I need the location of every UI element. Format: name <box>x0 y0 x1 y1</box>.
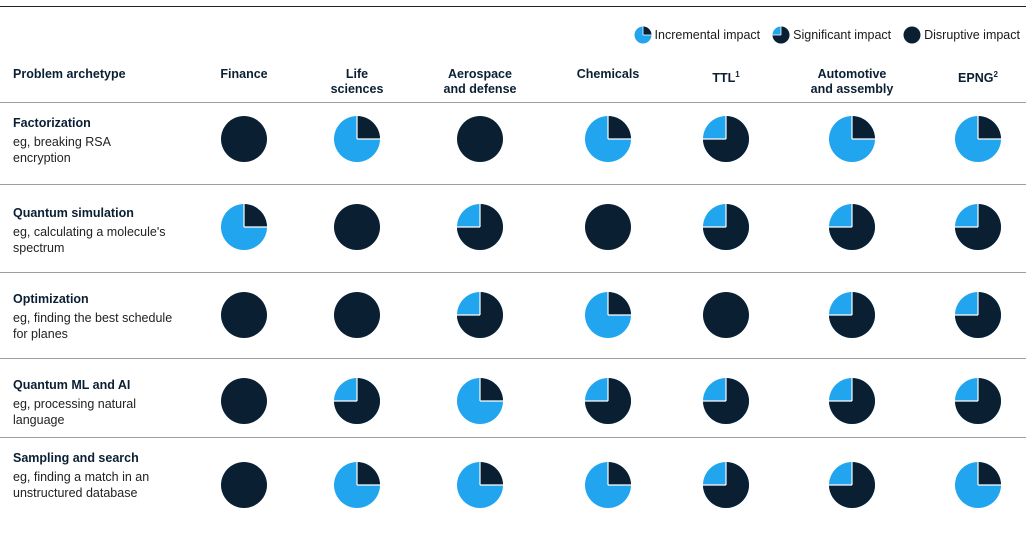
impact-pie <box>334 378 380 424</box>
legend-label-incremental: Incremental impact <box>654 28 761 42</box>
impact-pie <box>334 204 380 250</box>
impact-pie <box>703 204 749 250</box>
legend-label-significant: Significant impact <box>793 28 892 42</box>
row-divider <box>0 102 1026 103</box>
impact-pie <box>703 292 749 338</box>
legend-item-significant: Significant impact <box>772 26 891 44</box>
incremental-impact-icon <box>634 26 652 44</box>
impact-pie <box>829 462 875 508</box>
impact-pie <box>955 378 1001 424</box>
impact-pie <box>457 462 503 508</box>
row-divider <box>0 184 1026 185</box>
row-header: Problem archetype <box>13 67 126 81</box>
impact-pie <box>457 204 503 250</box>
column-header: Life sciences <box>330 67 384 96</box>
legend-label-disruptive: Disruptive impact <box>924 28 1020 42</box>
impact-pie <box>457 292 503 338</box>
column-header: Aerospace and defense <box>443 67 517 96</box>
column-header: EPNG2 <box>958 70 998 86</box>
impact-pie <box>221 378 267 424</box>
impact-pie <box>585 378 631 424</box>
impact-pie <box>334 116 380 162</box>
impact-pie <box>703 378 749 424</box>
impact-pie <box>585 204 631 250</box>
impact-pie <box>585 116 631 162</box>
legend-item-disruptive: Disruptive impact <box>903 26 1020 44</box>
row-divider <box>0 272 1026 273</box>
column-header: Finance <box>220 67 268 81</box>
row-divider <box>0 358 1026 359</box>
impact-pie <box>955 462 1001 508</box>
impact-pie <box>703 462 749 508</box>
impact-pie <box>829 204 875 250</box>
column-header: Chemicals <box>576 67 640 81</box>
legend-pie-2 <box>903 26 921 44</box>
impact-pie <box>457 116 503 162</box>
impact-pie <box>955 116 1001 162</box>
impact-pie <box>955 292 1001 338</box>
impact-pie <box>334 292 380 338</box>
row-description: eg, calculating a molecule's spectrum <box>13 225 166 255</box>
impact-pie <box>585 292 631 338</box>
impact-pie <box>221 204 267 250</box>
impact-pie <box>955 204 1001 250</box>
top-rule <box>0 6 1026 7</box>
row-title: Sampling and search <box>13 451 139 465</box>
legend-pie-1 <box>772 26 790 44</box>
impact-pie <box>221 292 267 338</box>
impact-pie <box>829 116 875 162</box>
row-description: eg, breaking RSA encryption <box>13 135 111 165</box>
legend-pie-0 <box>634 26 652 44</box>
significant-impact-icon <box>772 26 790 44</box>
column-header: TTL1 <box>712 70 740 86</box>
impact-pie <box>829 292 875 338</box>
legend: Incremental impact Significant impact Di… <box>628 26 1020 44</box>
legend-item-incremental: Incremental impact <box>634 26 761 44</box>
impact-pie <box>457 378 503 424</box>
row-description: eg, finding the best schedule for planes <box>13 311 173 341</box>
row-title: Quantum ML and AI <box>13 378 131 392</box>
column-header: Automotive and assembly <box>810 67 894 96</box>
row-title: Quantum simulation <box>13 206 134 220</box>
impact-pie <box>829 378 875 424</box>
impact-pie <box>221 462 267 508</box>
impact-pie <box>703 116 749 162</box>
row-description: eg, finding a match in an unstructured da… <box>13 470 150 500</box>
row-title: Factorization <box>13 116 91 130</box>
disruptive-impact-icon <box>903 26 921 44</box>
impact-pie <box>221 116 267 162</box>
impact-pie <box>334 462 380 508</box>
row-title: Optimization <box>13 292 89 306</box>
impact-pie <box>585 462 631 508</box>
row-description: eg, processing natural language <box>13 397 136 427</box>
row-divider <box>0 437 1026 438</box>
